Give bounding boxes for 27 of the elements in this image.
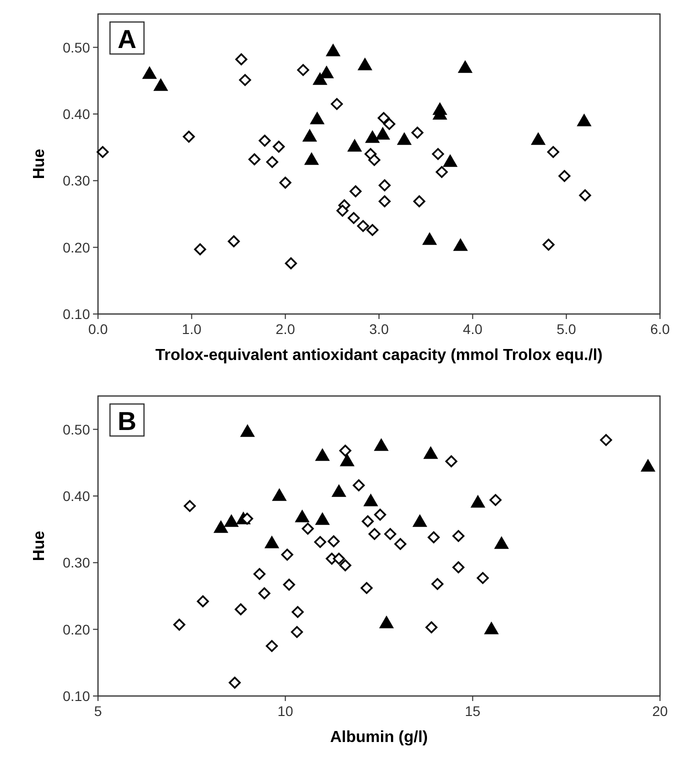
y-tick-label: 0.30: [62, 172, 90, 189]
x-tick-label: 5: [94, 703, 102, 719]
x-tick-label: 3.0: [369, 321, 389, 337]
x-axis-title: Albumin (g/l): [330, 729, 428, 746]
x-tick-label: 2.0: [276, 321, 296, 337]
y-tick-label: 0.10: [62, 306, 90, 322]
y-tick-label: 0.40: [62, 488, 90, 504]
y-axis-title: Hue: [31, 148, 48, 180]
annotation: B: [118, 406, 136, 436]
x-tick-label: 5.0: [556, 321, 576, 337]
annotation: A: [118, 24, 137, 54]
y-axis-title: Hue: [31, 530, 48, 562]
x-tick-label: 10: [278, 703, 294, 719]
y-tick-label: 0.50: [62, 39, 90, 56]
x-tick-label: 1.0: [182, 321, 202, 337]
x-tick-label: 0.0: [88, 321, 108, 337]
x-tick-label: 15: [464, 703, 481, 719]
y-tick-label: 0.50: [62, 421, 90, 438]
x-tick-label: 6.0: [650, 321, 670, 337]
x-tick-label: 20: [652, 703, 668, 719]
y-tick-label: 0.20: [62, 621, 90, 638]
y-tick-label: 0.40: [62, 106, 90, 122]
x-tick-label: 4.0: [462, 321, 483, 337]
x-axis-title: Trolox-equivalent antioxidant capacity (mmol Trolox equ./l): [155, 347, 603, 364]
y-tick-label: 0.10: [62, 688, 90, 704]
y-tick-label: 0.30: [62, 554, 90, 571]
y-tick-label: 0.20: [62, 239, 90, 256]
